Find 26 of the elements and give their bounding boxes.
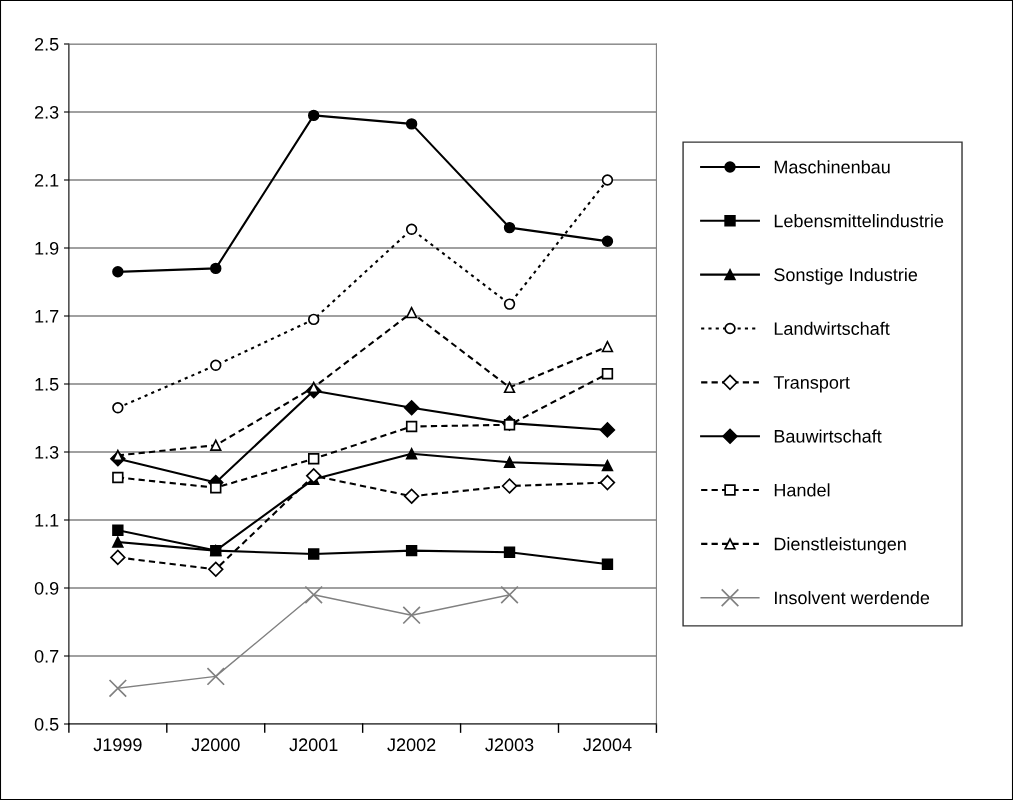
legend-label: Bauwirtschaft [774,429,882,443]
legend-label: Landwirtschaft [774,321,890,335]
y-tick-label: 1.7 [35,310,59,323]
x-tick-label: J2003 [485,738,534,752]
legend-label: Lebensmittelindustrie [774,214,944,228]
y-tick-label: 0.5 [34,717,59,731]
legend-label: Maschinenbau [774,160,890,174]
y-tick-label: 2.3 [34,105,59,119]
y-tick-label: 1.5 [35,378,59,391]
y-tick-label: 0.7 [34,649,59,663]
x-tick-label: J2004 [583,738,632,752]
x-tick-label: J2002 [387,738,436,752]
legend-label: Insolvent werdende [775,590,930,605]
y-tick-label: 2.1 [34,173,59,187]
x-tick-label: J2001 [289,738,338,752]
y-tick-label: 2.5 [34,37,59,51]
x-tick-label: J1999 [93,738,142,752]
y-tick-label: 1.1 [35,514,59,527]
legend-label: Sonstige Industrie [774,267,918,285]
y-tick-label: 1.3 [35,445,59,459]
x-tick-label: J2000 [191,738,240,752]
legend-label: Handel [774,483,830,497]
y-tick-label: 0.9 [34,581,59,595]
legend-label: Dienstleistungen [774,537,906,554]
legend-label: Transport [773,376,850,393]
y-tick-label: 1.9 [35,241,59,255]
